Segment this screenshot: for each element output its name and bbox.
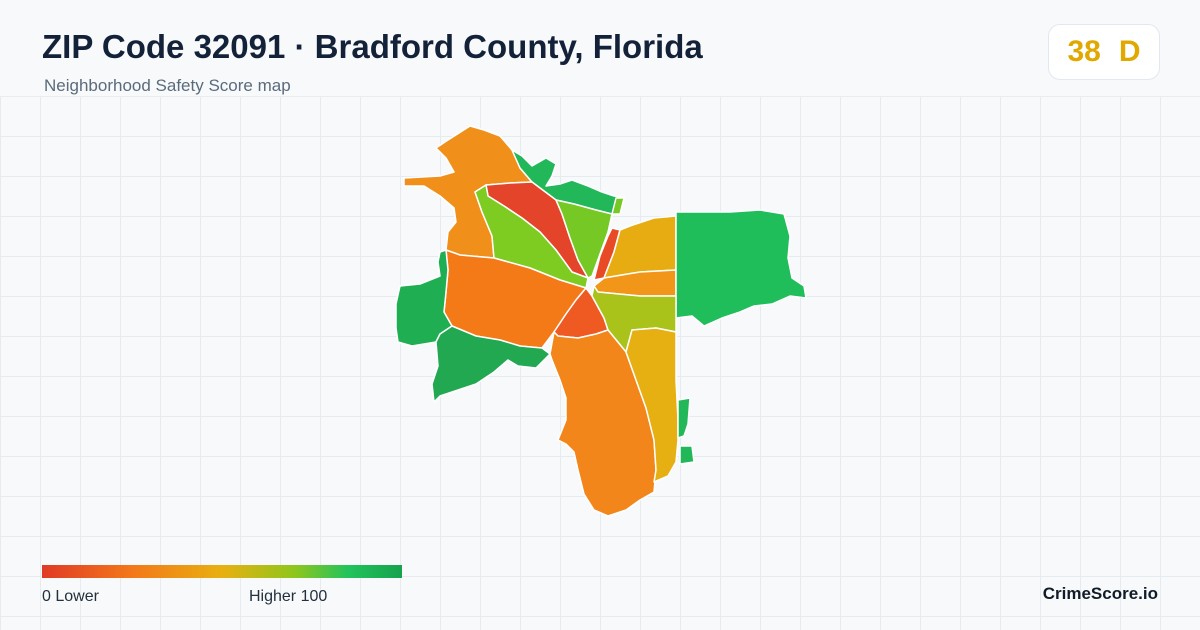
neighborhood-center-lime-east[interactable] (555, 199, 613, 279)
neighborhood-sliver[interactable] (611, 197, 625, 215)
legend-low-label: 0 Lower (42, 588, 99, 605)
neighborhood-east-gold-upper[interactable] (603, 215, 677, 279)
neighborhood-south-orange-long[interactable] (549, 329, 657, 517)
score-value: 38 (1067, 35, 1101, 68)
neighborhood-center-lime-west[interactable] (474, 184, 589, 289)
score-grade: D (1118, 35, 1141, 68)
neighborhood-southeast-gold[interactable] (625, 327, 679, 483)
legend-high-label: Higher 100 (249, 588, 328, 605)
neighborhood-west-green[interactable] (395, 249, 453, 347)
safety-score-badge: 38 D (1048, 24, 1160, 80)
page-title: ZIP Code 32091 · Bradford County, Florid… (42, 28, 703, 65)
legend-color-bar (42, 565, 402, 578)
neighborhood-east-green-large[interactable] (675, 209, 807, 327)
neighborhood-east-green-strip[interactable] (677, 397, 691, 439)
neighborhood-southwest-green[interactable] (431, 325, 551, 403)
brand-logo-text[interactable]: CrimeScore.io (1042, 584, 1158, 603)
neighborhood-east-green-dot[interactable] (679, 445, 695, 465)
page-subtitle: Neighborhood Safety Score map (44, 76, 291, 95)
header-band (0, 0, 1200, 97)
